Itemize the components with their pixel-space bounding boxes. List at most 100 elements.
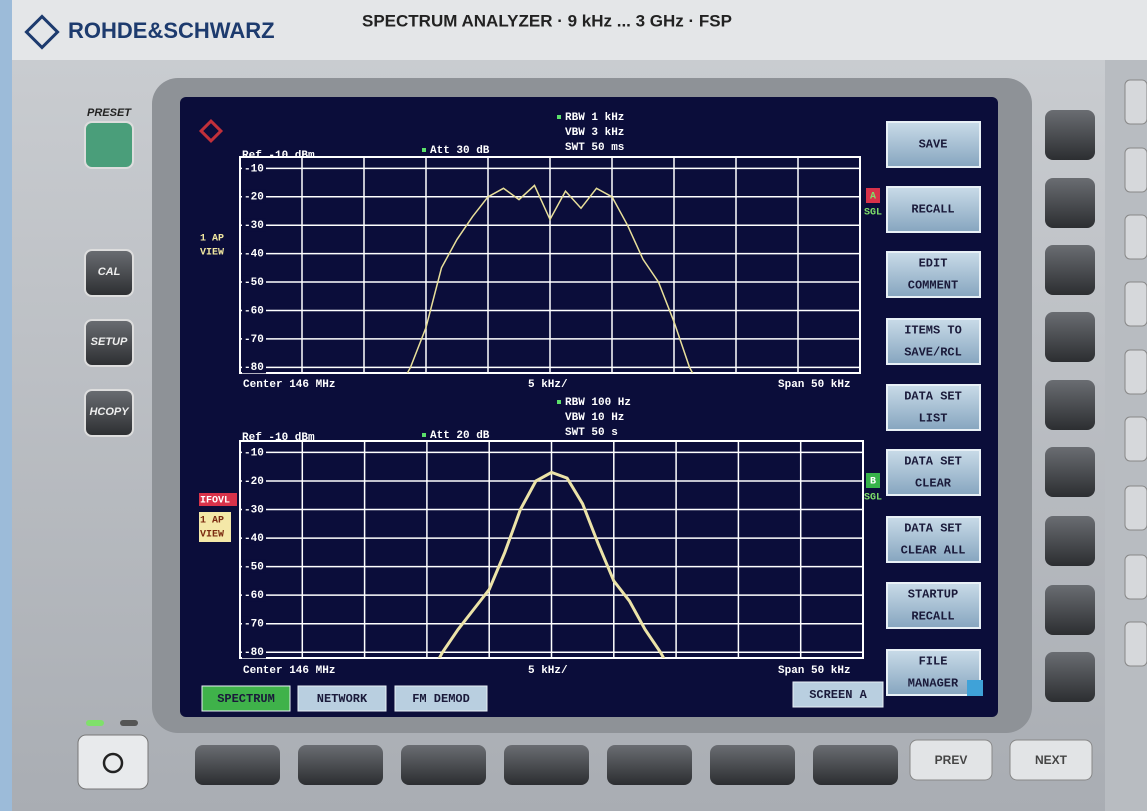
ref-level: Ref -10 dBm — [242, 432, 315, 444]
nav-key-label: PREV — [935, 753, 968, 767]
y-tick-label: -20 — [244, 192, 264, 204]
softkey-label: RECALL — [911, 203, 954, 217]
hotkey[interactable] — [813, 745, 898, 785]
softkey-label: FILE — [919, 655, 948, 669]
front-key-label: PRESET — [87, 107, 132, 119]
rbw: RBW 100 Hz — [565, 397, 631, 409]
center-frequency: Center 146 MHz — [243, 379, 335, 391]
hotkey[interactable] — [298, 745, 383, 785]
y-tick-label: -30 — [244, 504, 264, 516]
hard-softkey[interactable] — [1045, 380, 1095, 430]
page: ROHDE&SCHWARZ SPECTRUM ANALYZER · 9 kHz … — [0, 0, 1147, 811]
tab-label: FM DEMOD — [412, 692, 470, 706]
trace-status: 1 AP — [200, 234, 224, 245]
softkey-label: SAVE/RCL — [904, 346, 962, 360]
y-tick-label: -50 — [244, 277, 264, 289]
side-key — [1125, 486, 1147, 530]
side-key — [1125, 417, 1147, 461]
hard-softkey[interactable] — [1045, 245, 1095, 295]
side-key — [1125, 148, 1147, 192]
y-tick-label: -30 — [244, 220, 264, 232]
hard-softkey[interactable] — [1045, 447, 1095, 497]
y-tick-label: -80 — [244, 362, 264, 374]
sweep-mode: SGL — [864, 493, 882, 504]
rbw: RBW 1 kHz — [565, 112, 624, 124]
softkey-label: RECALL — [911, 610, 954, 624]
front-key-label: SETUP — [91, 336, 128, 348]
span: Span 50 kHz — [778, 379, 851, 391]
trace-label: A — [870, 192, 876, 203]
y-tick-label: -70 — [244, 334, 264, 346]
softkey-label: SAVE — [919, 138, 948, 152]
screen-label: SCREEN A — [809, 688, 867, 702]
y-tick-label: -20 — [244, 476, 264, 488]
softkey-label: DATA SET — [904, 455, 962, 469]
scroll-arrow — [967, 680, 983, 696]
y-tick-label: -70 — [244, 619, 264, 631]
hard-softkey[interactable] — [1045, 110, 1095, 160]
y-tick-label: -60 — [244, 305, 264, 317]
overload: IFOVL — [200, 496, 230, 507]
trace-label: B — [870, 477, 876, 488]
softkey-label: EDIT — [919, 257, 948, 271]
hotkey[interactable] — [710, 745, 795, 785]
swt: SWT 50 ms — [565, 142, 624, 154]
marker-dot — [557, 400, 561, 404]
hard-softkey[interactable] — [1045, 516, 1095, 566]
y-tick-label: -60 — [244, 590, 264, 602]
nav-key-label: NEXT — [1035, 753, 1068, 767]
hotkey[interactable] — [401, 745, 486, 785]
marker-dot — [557, 115, 561, 119]
division: 5 kHz/ — [528, 665, 568, 677]
softkey-label: LIST — [919, 412, 948, 426]
center-frequency: Center 146 MHz — [243, 665, 335, 677]
hard-softkey[interactable] — [1045, 178, 1095, 228]
brand: ROHDE&SCHWARZ — [68, 18, 275, 43]
y-tick-label: -50 — [244, 562, 264, 574]
swt: SWT 50 s — [565, 427, 618, 439]
ref-level: Ref -10 dBm — [242, 150, 315, 162]
model: SPECTRUM ANALYZER · 9 kHz ... 3 GHz · FS… — [362, 11, 732, 30]
side-key — [1125, 80, 1147, 124]
sweep-mode: SGL — [864, 208, 882, 219]
vbw: VBW 10 Hz — [565, 412, 624, 424]
front-key[interactable] — [85, 122, 133, 168]
softkey-label: COMMENT — [908, 279, 958, 293]
side-key — [1125, 282, 1147, 326]
hard-softkey[interactable] — [1045, 585, 1095, 635]
trace-status: VIEW — [200, 530, 224, 541]
side-key — [1125, 350, 1147, 394]
softkey-label: DATA SET — [904, 390, 962, 404]
span: Span 50 kHz — [778, 665, 851, 677]
hotkey[interactable] — [607, 745, 692, 785]
trace-status: 1 AP — [200, 516, 224, 527]
softkey-label: DATA SET — [904, 522, 962, 536]
softkey-label: STARTUP — [908, 588, 958, 602]
attenuation: Att 30 dB — [430, 145, 490, 157]
y-tick-label: -40 — [244, 249, 264, 261]
softkey-label: MANAGER — [908, 677, 959, 691]
side-key — [1125, 215, 1147, 259]
power-key[interactable] — [78, 735, 148, 789]
tab-label: SPECTRUM — [217, 692, 275, 706]
marker-dot — [422, 148, 426, 152]
front-key-label: HCOPY — [89, 406, 130, 418]
hotkey[interactable] — [504, 745, 589, 785]
softkey-label: ITEMS TO — [904, 324, 962, 338]
y-tick-label: -40 — [244, 533, 264, 545]
front-key-label: CAL — [98, 266, 121, 278]
hotkey[interactable] — [195, 745, 280, 785]
led — [120, 720, 138, 726]
softkey-label: CLEAR ALL — [901, 544, 966, 558]
marker-dot — [422, 433, 426, 437]
vbw: VBW 3 kHz — [565, 127, 624, 139]
y-tick-label: -10 — [244, 447, 264, 459]
side-key — [1125, 622, 1147, 666]
y-tick-label: -80 — [244, 647, 264, 659]
softkey-label: CLEAR — [915, 477, 952, 491]
trace-status: VIEW — [200, 248, 224, 259]
tab-label: NETWORK — [317, 692, 368, 706]
y-tick-label: -10 — [244, 163, 264, 175]
hard-softkey[interactable] — [1045, 652, 1095, 702]
hard-softkey[interactable] — [1045, 312, 1095, 362]
